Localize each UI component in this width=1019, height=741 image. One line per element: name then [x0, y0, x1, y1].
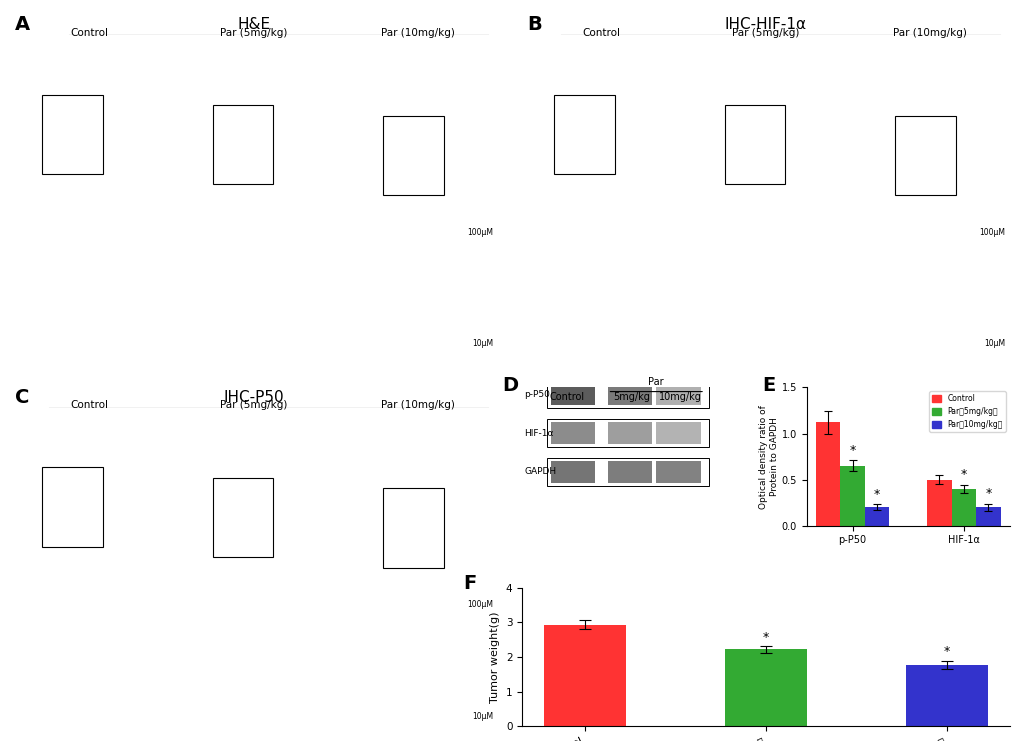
Text: p-P50: p-P50 [524, 390, 549, 399]
Bar [546, 419, 708, 447]
Text: A: A [15, 16, 31, 34]
Text: Control: Control [549, 391, 584, 402]
Text: 5mg/kg: 5mg/kg [612, 391, 650, 402]
Title: Par (10mg/kg): Par (10mg/kg) [893, 27, 966, 38]
Text: IHC-P50: IHC-P50 [223, 390, 284, 405]
Text: HIF-1α: HIF-1α [524, 428, 553, 438]
Bar [544, 625, 626, 726]
Text: *: * [960, 468, 966, 482]
Text: 10mg/kg: 10mg/kg [658, 391, 701, 402]
Title: Par (10mg/kg): Par (10mg/kg) [381, 27, 454, 38]
Text: Par: Par [648, 377, 663, 388]
Text: *: * [873, 488, 879, 501]
Bar [926, 479, 951, 525]
Bar [864, 508, 889, 525]
Text: H&E: H&E [237, 17, 270, 33]
Bar [42, 95, 103, 174]
Y-axis label: Optical density ratio of
Protein to GAPDH: Optical density ratio of Protein to GAPD… [758, 405, 777, 508]
Bar [725, 649, 806, 726]
Bar [546, 458, 708, 485]
Bar [607, 383, 651, 405]
Bar [546, 381, 708, 408]
Legend: Control, Par（5mg/kg）, Par（10mg/kg）: Control, Par（5mg/kg）, Par（10mg/kg） [928, 391, 1005, 432]
Bar [383, 116, 443, 195]
Text: 10μM: 10μM [472, 339, 492, 348]
Text: B: B [527, 16, 541, 34]
Title: Control: Control [70, 27, 109, 38]
Text: *: * [984, 487, 990, 500]
Bar [655, 383, 700, 405]
Bar [42, 468, 103, 547]
Title: Control: Control [70, 400, 109, 410]
Text: F: F [464, 574, 477, 593]
Title: Control: Control [582, 27, 621, 38]
Bar [550, 461, 595, 483]
Bar [975, 508, 1000, 525]
Title: Par (10mg/kg): Par (10mg/kg) [381, 400, 454, 410]
Text: *: * [762, 631, 768, 644]
Text: 100μM: 100μM [467, 600, 492, 609]
Bar [815, 422, 840, 525]
Text: C: C [15, 388, 30, 407]
Text: GAPDH: GAPDH [524, 468, 555, 476]
Bar [655, 422, 700, 444]
Bar [607, 461, 651, 483]
Text: 10μM: 10μM [983, 339, 1004, 348]
Y-axis label: Tumor weight(g): Tumor weight(g) [490, 611, 499, 702]
Text: 10μM: 10μM [472, 712, 492, 721]
Title: Par (5mg/kg): Par (5mg/kg) [732, 27, 799, 38]
Title: Par (5mg/kg): Par (5mg/kg) [220, 400, 287, 410]
Text: *: * [849, 444, 855, 456]
Bar [383, 488, 443, 568]
Text: 100μM: 100μM [978, 227, 1004, 236]
Bar [212, 478, 273, 557]
Text: E: E [761, 376, 774, 396]
Bar [840, 466, 864, 525]
Text: 100μM: 100μM [467, 227, 492, 236]
Text: IHC-HIF-1α: IHC-HIF-1α [725, 17, 806, 33]
Bar [951, 489, 975, 525]
Bar [895, 116, 955, 195]
Bar [723, 105, 785, 185]
Bar [553, 95, 614, 174]
Bar [550, 383, 595, 405]
Bar [212, 105, 273, 185]
Bar [607, 422, 651, 444]
Text: D: D [501, 376, 518, 396]
Bar [550, 422, 595, 444]
Bar [905, 665, 986, 726]
Text: *: * [943, 645, 949, 659]
Bar [655, 461, 700, 483]
Title: Par (5mg/kg): Par (5mg/kg) [220, 27, 287, 38]
